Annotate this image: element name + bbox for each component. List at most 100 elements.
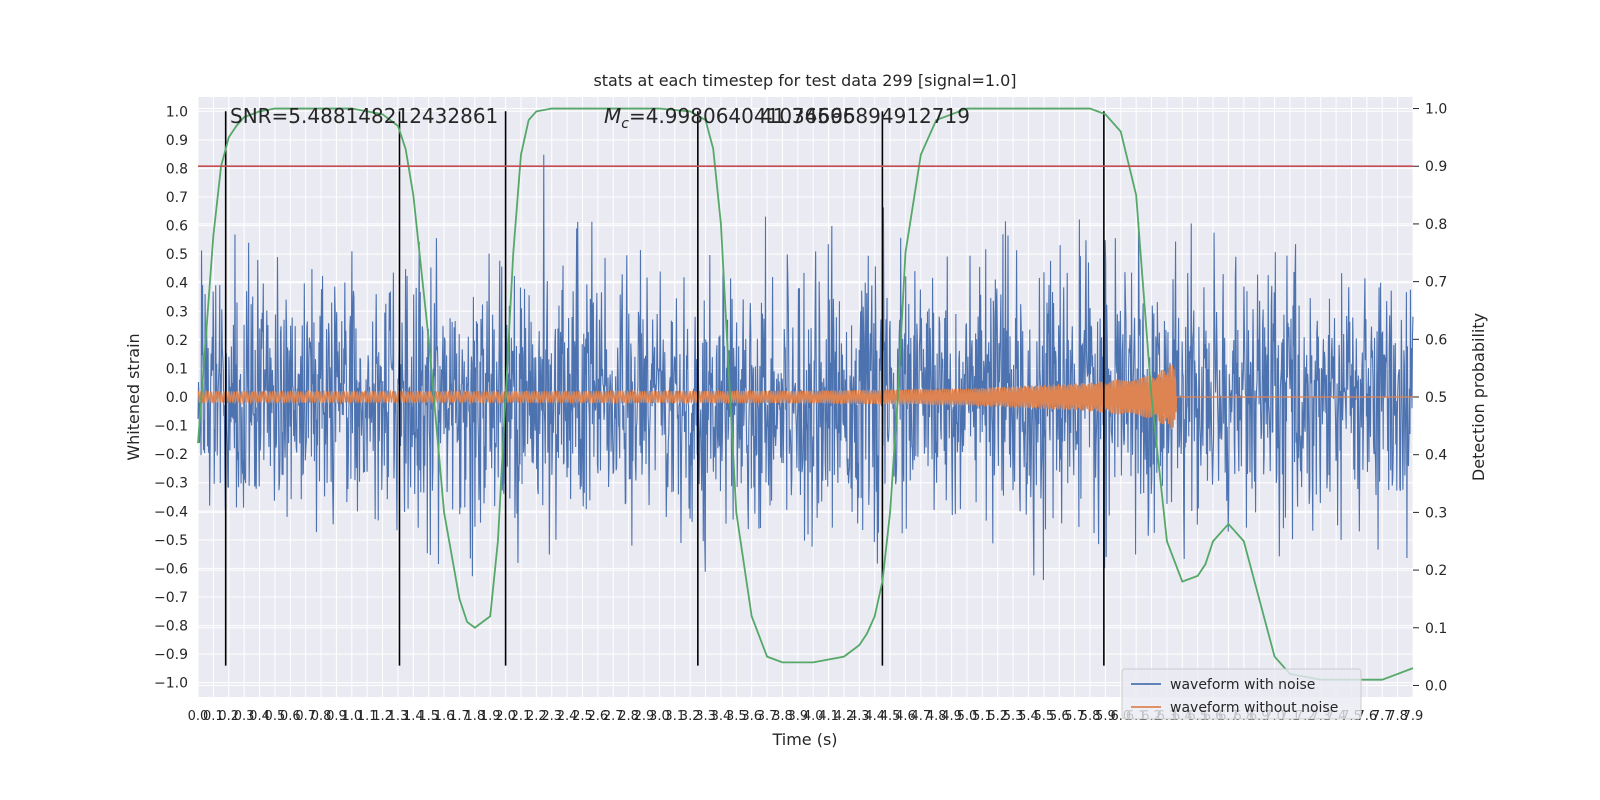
x-tick-label: 0.1 — [203, 709, 224, 724]
x-tick-label: 5.3 — [1003, 709, 1024, 724]
x-tick-label: 3.2 — [680, 709, 701, 724]
probability-trace — [197, 107, 1414, 681]
x-tick-label: 4.6 — [895, 709, 916, 724]
y-tick-label-right: 0.0 — [1425, 678, 1447, 694]
y-tick-label-right: 0.4 — [1425, 448, 1447, 464]
x-tick-label: 0.3 — [234, 709, 255, 724]
x-tick-label: 0.0 — [188, 709, 209, 724]
y-tick-label-left: −0.6 — [154, 561, 188, 577]
x-tick-label: 3.0 — [649, 709, 670, 724]
x-tick-label: 1.3 — [388, 709, 409, 724]
x-tick-label: 5.4 — [1018, 709, 1039, 724]
y-tick-labels-right: 0.0 0.1 0.2 0.3 0.4 0.5 0.6 0.7 0.8 0.9 1.0 — [1413, 102, 1447, 694]
x-tick-label: 0.8 — [311, 709, 332, 724]
y-tick-label-left: 0.0 — [166, 390, 188, 406]
x-tick-label: 1.4 — [403, 709, 424, 724]
x-tick-label: 3.5 — [726, 709, 747, 724]
y-tick-label-left: −0.5 — [154, 533, 188, 549]
y-tick-label-left: −0.2 — [154, 447, 188, 463]
x-tick-label: 1.9 — [480, 709, 501, 724]
clean-trace — [197, 364, 1413, 430]
y-tick-label-left: 0.6 — [166, 219, 188, 235]
x-tick-label: 0.2 — [218, 709, 239, 724]
x-tick-label: 0.5 — [265, 709, 286, 724]
x-tick-label: 4.5 — [880, 709, 901, 724]
x-tick-label: 1.7 — [449, 709, 470, 724]
x-tick-label: 2.3 — [541, 709, 562, 724]
x-tick-label: 4.2 — [834, 709, 855, 724]
y-axis-label-right: Detection probability — [1469, 313, 1488, 481]
x-tick-label: 1.2 — [372, 709, 393, 724]
x-tick-label: 5.7 — [1064, 709, 1085, 724]
x-tick-label: 7.8 — [1387, 709, 1408, 724]
y-tick-label-left: −0.7 — [154, 590, 188, 606]
x-tick-label: 0.9 — [326, 709, 347, 724]
x-tick-label: 4.0 — [803, 709, 824, 724]
x-tick-label: 5.0 — [957, 709, 978, 724]
y-tick-label-right: 0.9 — [1425, 159, 1447, 175]
x-axis-label: Time (s) — [771, 730, 837, 749]
y-tick-label-left: 1.0 — [166, 104, 188, 120]
x-tick-label: 4.3 — [849, 709, 870, 724]
y-tick-label-right: 1.0 — [1425, 102, 1447, 118]
x-tick-label: 4.8 — [926, 709, 947, 724]
x-tick-label: 2.2 — [526, 709, 547, 724]
legend-label-noise: waveform with noise — [1170, 677, 1315, 693]
x-tick-label: 0.6 — [280, 709, 301, 724]
x-tick-label: 3.9 — [787, 709, 808, 724]
x-tick-label: 2.6 — [588, 709, 609, 724]
x-tick-label: 2.1 — [511, 709, 532, 724]
x-tick-label: 3.3 — [695, 709, 716, 724]
y-tick-label-left: −0.1 — [154, 419, 188, 435]
x-tick-label: 5.8 — [1080, 709, 1101, 724]
y-tick-label-right: 0.6 — [1425, 332, 1447, 348]
y-tick-label-right: 0.3 — [1425, 505, 1447, 521]
y-tick-label-right: 0.8 — [1425, 217, 1447, 233]
x-tick-label: 2.8 — [618, 709, 639, 724]
x-tick-label: 5.6 — [1049, 709, 1070, 724]
x-tick-label: 2.5 — [572, 709, 593, 724]
y-tick-label-right: 0.1 — [1425, 621, 1447, 637]
x-tick-label: 7.9 — [1403, 709, 1424, 724]
x-tick-label: 1.0 — [341, 709, 362, 724]
extra-annotation: 41.76566894912719 — [760, 104, 970, 128]
y-tick-label-left: 0.1 — [166, 361, 188, 377]
y-tick-label-left: 0.4 — [166, 276, 188, 292]
x-tick-label: 1.8 — [464, 709, 485, 724]
x-tick-label: 1.5 — [418, 709, 439, 724]
x-tick-label: 4.4 — [864, 709, 885, 724]
x-tick-label: 4.9 — [941, 709, 962, 724]
x-tick-label: 2.4 — [557, 709, 578, 724]
x-tick-label: 7.6 — [1357, 709, 1378, 724]
x-tick-label: 2.7 — [603, 709, 624, 724]
x-tick-label: 7.7 — [1372, 709, 1393, 724]
y-tick-label-left: 0.5 — [166, 247, 188, 263]
y-tick-label-left: 0.7 — [166, 190, 188, 206]
y-tick-label-right: 0.7 — [1425, 275, 1447, 291]
x-tick-label: 5.5 — [1034, 709, 1055, 724]
y-tick-label-left: 0.2 — [166, 333, 188, 349]
x-tick-label: 3.1 — [664, 709, 685, 724]
x-tick-label: 5.9 — [1095, 709, 1116, 724]
y-tick-label-left: −0.4 — [154, 504, 188, 520]
y-tick-label-left: 0.3 — [166, 304, 188, 320]
y-tick-labels-left: −1.0 −0.9 −0.8 −0.7 −0.6 −0.5 −0.4 −0.3 −0.2 −0.1… — [154, 104, 188, 691]
detection-probability-series — [197, 107, 1414, 681]
y-tick-label-left: −0.8 — [154, 619, 188, 635]
x-tick-label: 4.7 — [911, 709, 932, 724]
x-tick-label: 0.4 — [249, 709, 270, 724]
x-tick-label: 2.0 — [495, 709, 516, 724]
y-tick-label-right: 0.2 — [1425, 563, 1447, 579]
x-tick-label: 1.6 — [434, 709, 455, 724]
snr-annotation: SNR=5.488148212432861 — [230, 104, 498, 128]
y-axis-label-left: Whitened strain — [124, 333, 143, 460]
mc-annotation: Mc=4.998064041034695 — [604, 104, 856, 132]
chart-title: stats at each timestep for test data 299… — [593, 71, 1016, 90]
waveform-without-noise-series — [197, 364, 1413, 430]
legend-label-clean: waveform without noise — [1170, 700, 1338, 716]
x-tick-label: 1.1 — [357, 709, 378, 724]
x-tick-label: 4.1 — [818, 709, 839, 724]
y-tick-label-left: 0.8 — [166, 161, 188, 177]
y-tick-label-left: −1.0 — [154, 676, 188, 692]
